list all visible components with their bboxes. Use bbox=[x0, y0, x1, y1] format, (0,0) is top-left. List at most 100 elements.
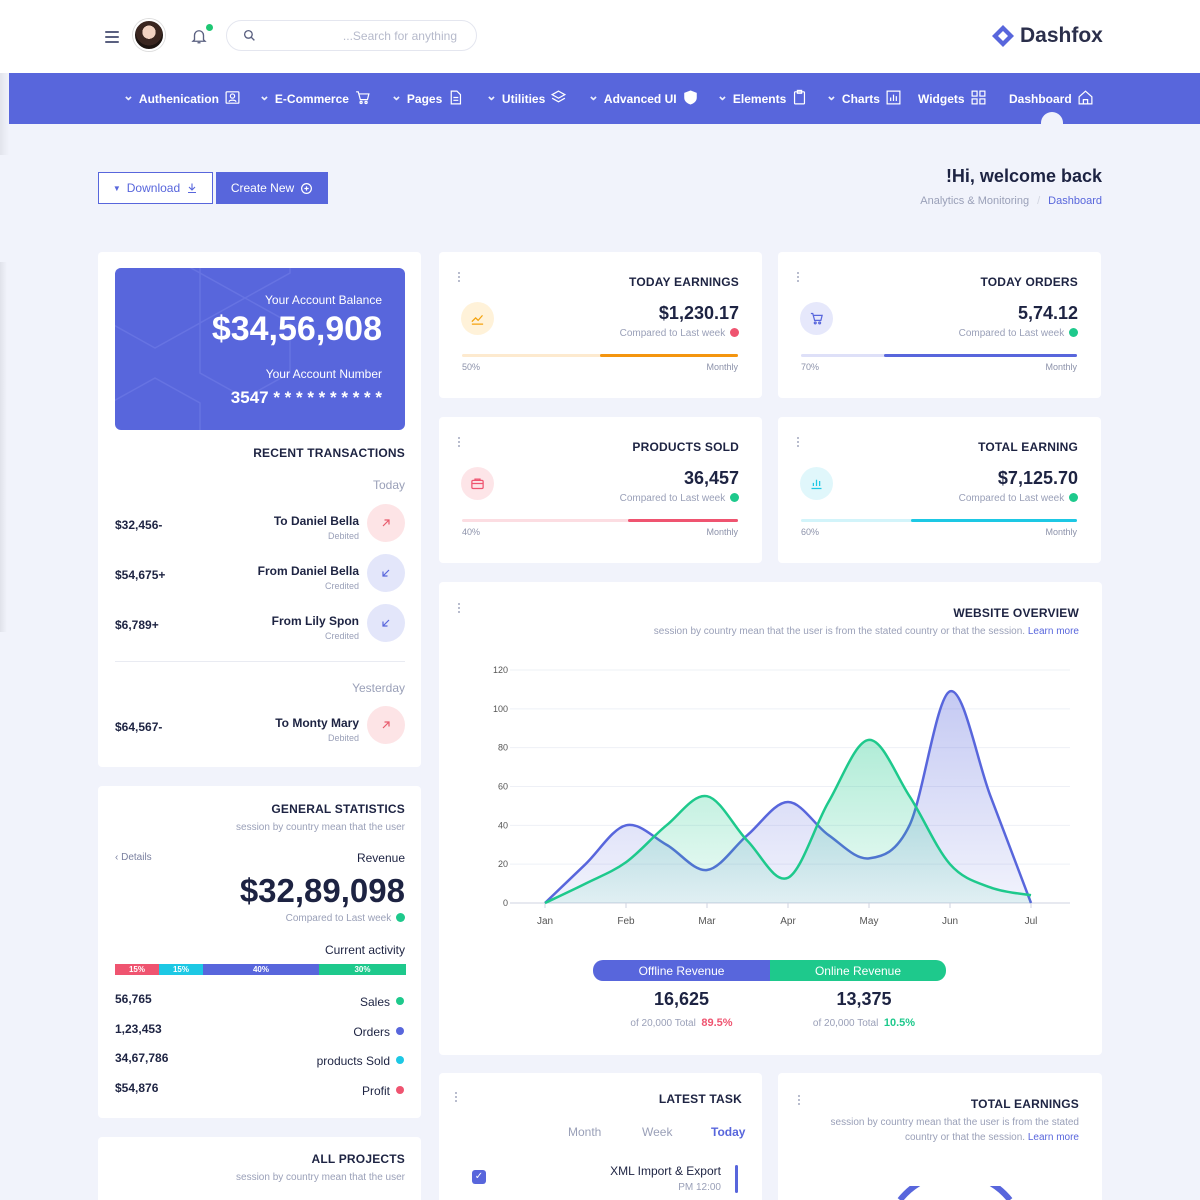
transaction-name: From Daniel Bella bbox=[257, 564, 359, 578]
nav-item-elements[interactable]: ⌄ Elements bbox=[717, 73, 808, 124]
nav-item-pages[interactable]: ⌄ Pages bbox=[391, 73, 464, 124]
more-icon[interactable] bbox=[797, 437, 801, 449]
create-new-label: Create New bbox=[230, 181, 295, 195]
learn-more-link[interactable]: Learn more bbox=[1027, 626, 1079, 637]
online-pct: 10.5% bbox=[883, 1017, 916, 1029]
arrow-down-left-icon[interactable] bbox=[367, 604, 405, 642]
nav-label: Pages bbox=[406, 91, 443, 106]
online-total-text: of 20,000 Total bbox=[812, 1018, 879, 1029]
transaction-name: From Lily Spon bbox=[271, 614, 359, 628]
nav-item-utilities[interactable]: ⌄ Utilities bbox=[486, 73, 567, 124]
breadcrumb-parent[interactable]: Analytics & Monitoring bbox=[920, 195, 1030, 207]
menu-icon[interactable] bbox=[105, 31, 119, 43]
total-earnings-subtitle-1: session by country mean that the user is… bbox=[830, 1117, 1079, 1128]
more-icon[interactable] bbox=[458, 603, 462, 615]
trend-up-icon bbox=[396, 913, 405, 922]
transaction-amount: $32,456- bbox=[115, 518, 163, 532]
transaction-name: To Monty Mary bbox=[275, 716, 359, 730]
progress-label: 70% bbox=[801, 362, 820, 372]
activity-segment: 40% bbox=[203, 964, 319, 975]
details-label: Details bbox=[121, 852, 152, 863]
transaction-amount: $6,789+ bbox=[115, 618, 159, 632]
total-earnings-card bbox=[778, 1073, 1102, 1200]
account-balance-panel: Your Account Balance $34,56,908 Your Acc… bbox=[115, 268, 405, 430]
nav-item-dashboard[interactable]: Dashboard bbox=[1009, 73, 1094, 124]
nav-item-widgets[interactable]: Widgets bbox=[918, 73, 987, 124]
stat-title: TODAY ORDERS bbox=[980, 275, 1078, 289]
y-tick-label: 40 bbox=[498, 820, 508, 830]
nav-item-charts[interactable]: ⌄ Charts bbox=[826, 73, 902, 124]
more-icon[interactable] bbox=[455, 1092, 459, 1104]
general-subtitle: session by country mean that the user bbox=[236, 822, 405, 833]
breadcrumb: Analytics & Monitoring / Dashboard bbox=[920, 195, 1102, 207]
details-link[interactable]: ‹ Details bbox=[115, 852, 152, 863]
arrow-up-right-icon[interactable] bbox=[367, 706, 405, 744]
download-button[interactable]: ▼ Download bbox=[98, 172, 213, 204]
task-marker bbox=[735, 1165, 738, 1193]
learn-more-link[interactable]: Learn more bbox=[1027, 1132, 1079, 1143]
divider bbox=[115, 661, 405, 662]
more-icon[interactable] bbox=[458, 437, 462, 449]
y-tick-label: 80 bbox=[498, 743, 508, 753]
online-revenue-pill[interactable]: Online Revenue bbox=[770, 960, 946, 981]
stat-row-value: 34,67,786 bbox=[115, 1051, 169, 1065]
stat-card bbox=[439, 252, 762, 398]
bar-chart-icon bbox=[885, 89, 902, 109]
overview-title: WEBSITE OVERVIEW bbox=[953, 606, 1079, 620]
arrow-down-left-icon[interactable] bbox=[367, 554, 405, 592]
stat-value: $7,125.70 bbox=[997, 468, 1078, 488]
progress-fill bbox=[600, 354, 738, 357]
stat-value: 36,457 bbox=[683, 468, 739, 488]
total-earnings-subtitle-2: country or that the session. Learn more bbox=[790, 1132, 1079, 1143]
nav-item-e-commerce[interactable]: ⌄ E-Commerce bbox=[259, 73, 371, 124]
tab-month[interactable]: Month bbox=[568, 1125, 602, 1139]
legend-dot bbox=[396, 997, 404, 1005]
stat-compare-text: Compared to Last week bbox=[619, 328, 728, 339]
stat-title: TODAY EARNINGS bbox=[629, 275, 739, 289]
task-name: XML Import & Export bbox=[610, 1164, 721, 1178]
activity-segment: 15% bbox=[115, 964, 159, 975]
bell-icon[interactable] bbox=[190, 27, 208, 45]
tab-week[interactable]: Week bbox=[642, 1125, 673, 1139]
y-tick-label: 0 bbox=[503, 898, 508, 908]
arrow-up-right-icon[interactable] bbox=[367, 504, 405, 542]
progress-period: Monthly bbox=[1045, 527, 1077, 537]
y-tick-label: 100 bbox=[493, 704, 508, 714]
offline-revenue-pill[interactable]: Offline Revenue bbox=[593, 960, 770, 981]
page-edge bbox=[0, 262, 7, 632]
y-tick-label: 60 bbox=[498, 782, 508, 792]
avatar[interactable] bbox=[133, 19, 165, 51]
progress-label: 60% bbox=[801, 527, 820, 537]
more-icon[interactable] bbox=[458, 272, 462, 284]
progress-period: Monthly bbox=[1045, 362, 1077, 372]
nav-item-authenication[interactable]: ⌄ Authenication bbox=[123, 73, 241, 124]
nav-label: Charts bbox=[841, 91, 880, 106]
x-tick-label: Jul bbox=[1025, 916, 1038, 927]
transaction-status: Debited bbox=[327, 733, 359, 743]
trend-up-icon bbox=[730, 493, 739, 502]
projects-title: ALL PROJECTS bbox=[311, 1152, 405, 1166]
brand-logo[interactable]: Dashfox bbox=[991, 22, 1103, 50]
more-icon[interactable] bbox=[797, 272, 801, 284]
activity-label: Current activity bbox=[324, 943, 405, 957]
main-nav: ⌄ Authenication ⌄ E-Commerce ⌄ Pages ⌄ Utilitie… bbox=[0, 73, 1200, 124]
revenue-compare-text: Compared to Last week bbox=[285, 913, 392, 924]
breadcrumb-current[interactable]: Dashboard bbox=[1048, 195, 1102, 207]
create-new-button[interactable]: Create New bbox=[216, 172, 328, 204]
search-input[interactable] bbox=[267, 27, 467, 45]
tab-today[interactable]: Today bbox=[711, 1125, 746, 1139]
donut-chart-top bbox=[897, 1186, 1013, 1200]
search-bar[interactable] bbox=[226, 20, 477, 51]
stat-row-value: 1,23,453 bbox=[115, 1021, 162, 1036]
progress-label: 40% bbox=[462, 527, 481, 537]
stat-row-value: 56,765 bbox=[115, 992, 152, 1006]
page-edge bbox=[0, 73, 9, 155]
stat-compare: Compared to Last week bbox=[539, 493, 739, 504]
task-checkbox[interactable]: ✓ bbox=[472, 1170, 486, 1184]
nav-item-advanced-ui[interactable]: ⌄ Advanced UI bbox=[588, 73, 699, 124]
more-icon[interactable] bbox=[798, 1095, 802, 1107]
nav-label: Utilities bbox=[501, 91, 546, 106]
chevron-down-icon: ⌄ bbox=[486, 87, 497, 103]
briefcase-icon bbox=[461, 467, 494, 500]
active-nav-indicator bbox=[1041, 112, 1063, 124]
